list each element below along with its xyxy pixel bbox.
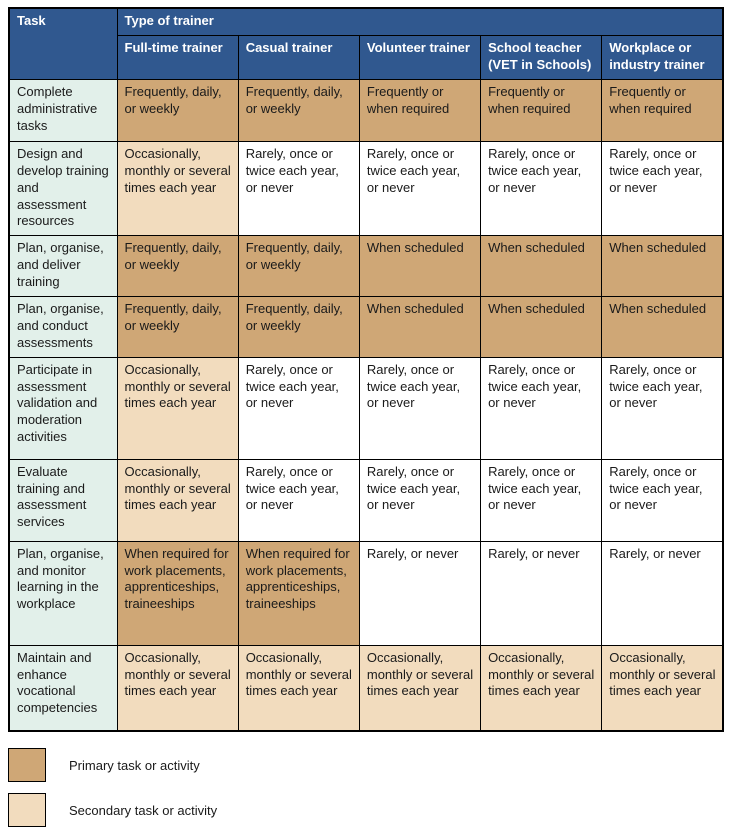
frequency-cell-primary: Frequently or when required: [358, 78, 482, 142]
task-column-header: Task: [8, 7, 118, 80]
legend-label: Secondary task or activity: [69, 802, 218, 818]
frequency-cell-primary: Frequently, daily, or weekly: [116, 296, 239, 358]
frequency-cell-primary: Frequently, daily, or weekly: [116, 235, 239, 298]
table-row: Plan, organise, and deliver training Freq…: [8, 235, 724, 298]
frequency-cell-none: Rarely, once or twice each year, or neve…: [358, 356, 482, 460]
frequency-cell-secondary: Occasionally, monthly or several times e…: [601, 644, 724, 732]
frequency-cell-secondary: Occasionally, monthly or several times e…: [358, 644, 482, 732]
secondary-swatch: [8, 793, 46, 827]
frequency-cell-secondary: Occasionally, monthly or several times e…: [480, 644, 603, 732]
frequency-cell-none: Rarely, once or twice each year, or neve…: [601, 140, 724, 237]
table-row: Plan, organise, and monitor learning in …: [8, 540, 724, 646]
table-row: Participate in assessment validation and…: [8, 356, 724, 460]
frequency-cell-secondary: Occasionally, monthly or several times e…: [116, 458, 239, 542]
frequency-cell-none: Rarely, or never: [358, 540, 482, 646]
frequency-cell-secondary: Occasionally, monthly or several times e…: [237, 644, 360, 732]
legend-label: Primary task or activity: [69, 757, 200, 773]
task-cell: Plan, organise, and deliver training: [8, 235, 118, 298]
column-header: Casual trainer: [237, 34, 360, 80]
frequency-cell-none: Rarely, once or twice each year, or neve…: [480, 356, 603, 460]
column-header: Full-time trainer: [116, 34, 239, 80]
frequency-cell-primary: When scheduled: [480, 296, 603, 358]
table-row: Evaluate training and assessment service…: [8, 458, 724, 542]
frequency-cell-primary: Frequently, daily, or weekly: [237, 235, 360, 298]
frequency-cell-none: Rarely, once or twice each year, or neve…: [601, 356, 724, 460]
frequency-cell-none: Rarely, once or twice each year, or neve…: [237, 356, 360, 460]
frequency-cell-none: Rarely, once or twice each year, or neve…: [358, 458, 482, 542]
trainer-type-group-header: Type of trainer: [116, 7, 724, 36]
frequency-cell-none: Rarely, or never: [601, 540, 724, 646]
frequency-cell-primary: When required for work placements, appre…: [116, 540, 239, 646]
table-row: Design and develop training and assessme…: [8, 140, 724, 237]
frequency-cell-primary: When required for work placements, appre…: [237, 540, 360, 646]
frequency-cell-primary: Frequently or when required: [601, 78, 724, 142]
frequency-cell-none: Rarely, once or twice each year, or neve…: [601, 458, 724, 542]
column-header: School teacher (VET in Schools): [480, 34, 603, 80]
frequency-cell-primary: When scheduled: [358, 296, 482, 358]
table-row: Complete administrative tasks Frequently,…: [8, 78, 724, 142]
table-row: Maintain and enhance vocational competen…: [8, 644, 724, 732]
task-cell: Participate in assessment validation and…: [8, 356, 118, 460]
task-cell: Maintain and enhance vocational competen…: [8, 644, 118, 732]
frequency-cell-primary: When scheduled: [601, 296, 724, 358]
frequency-cell-none: Rarely, once or twice each year, or neve…: [358, 140, 482, 237]
legend-item: Secondary task or activity: [8, 793, 724, 827]
frequency-cell-primary: Frequently, daily, or weekly: [237, 296, 360, 358]
primary-swatch: [8, 748, 46, 783]
legend-item: Primary task or activity: [8, 748, 724, 783]
column-header: Workplace or industry trainer: [601, 34, 724, 80]
frequency-cell-secondary: Occasionally, monthly or several times e…: [116, 356, 239, 460]
page: Task Type of trainer Full-time trainer Ca…: [8, 7, 724, 827]
group-header-row: Task Type of trainer: [8, 7, 724, 80]
frequency-cell-none: Rarely, once or twice each year, or neve…: [237, 458, 360, 542]
table-body: Complete administrative tasks Frequently,…: [8, 78, 724, 732]
frequency-cell-primary: Frequently or when required: [480, 78, 603, 142]
column-header-row: Full-time trainer Casual trainer Volunteer…: [9, 34, 724, 80]
frequency-cell-primary: Frequently, daily, or weekly: [237, 78, 360, 142]
frequency-cell-none: Rarely, once or twice each year, or neve…: [480, 140, 603, 237]
frequency-cell-secondary: Occasionally, monthly or several times e…: [116, 140, 239, 237]
trainer-task-frequency-table: Task Type of trainer Full-time trainer Ca…: [8, 7, 724, 733]
table-row: Plan, organise, and conduct assessments F…: [8, 296, 724, 358]
frequency-cell-primary: When scheduled: [480, 235, 603, 298]
legend: Primary task or activity Secondary task o…: [8, 748, 724, 827]
table-header: Task Type of trainer Full-time trainer Ca…: [8, 7, 724, 80]
frequency-cell-primary: When scheduled: [358, 235, 482, 298]
frequency-cell-none: Rarely, once or twice each year, or neve…: [480, 458, 603, 542]
frequency-cell-none: Rarely, or never: [480, 540, 603, 646]
column-header: Volunteer trainer: [358, 34, 482, 80]
frequency-cell-secondary: Occasionally, monthly or several times e…: [116, 644, 239, 732]
task-cell: Plan, organise, and conduct assessments: [8, 296, 118, 358]
frequency-cell-none: Rarely, once or twice each year, or neve…: [237, 140, 360, 237]
frequency-cell-primary: Frequently, daily, or weekly: [116, 78, 239, 142]
frequency-cell-primary: When scheduled: [601, 235, 724, 298]
task-cell: Evaluate training and assessment service…: [8, 458, 118, 542]
task-cell: Plan, organise, and monitor learning in …: [8, 540, 118, 646]
task-cell: Design and develop training and assessme…: [8, 140, 118, 237]
task-cell: Complete administrative tasks: [8, 78, 118, 142]
